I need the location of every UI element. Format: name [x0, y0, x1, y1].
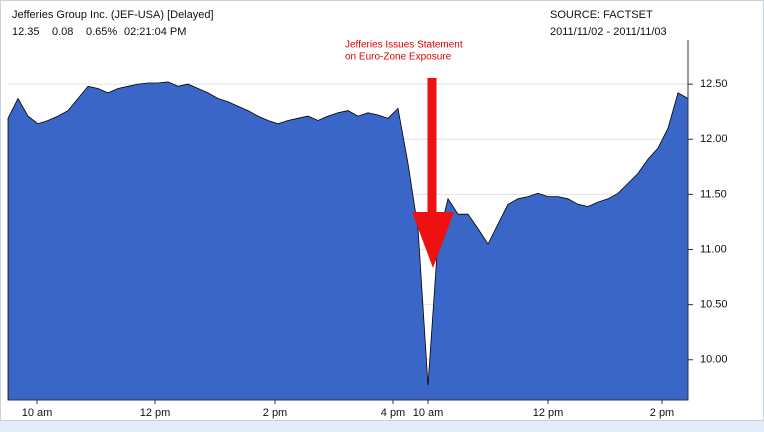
footer-strip	[0, 421, 764, 432]
change-percent: 0.65%	[86, 26, 117, 38]
last-price: 12.35	[12, 26, 40, 38]
annotation: on Euro-Zone Exposure	[345, 52, 452, 63]
x-tick-label: 4 pm	[381, 407, 405, 419]
annotation: Jefferies Issues Statement	[345, 40, 463, 51]
plot: 10.00 10.50 11.00 11.50 12.00 12.50 10 am 12 pm…	[7, 40, 728, 419]
y-tick-label: 10.00	[700, 354, 728, 366]
x-tick-label: 12 pm	[533, 407, 564, 419]
x-tick-label: 2 pm	[263, 407, 287, 419]
y-tick-label: 11.00	[700, 243, 727, 255]
change: 0.08	[52, 26, 73, 38]
arrow-head	[412, 212, 454, 268]
x-tick-label: 10 am	[22, 407, 53, 419]
y-tick-label: 12.00	[700, 133, 728, 145]
x-tick-label: 10 am	[413, 407, 444, 419]
y-tick-label: 10.50	[700, 299, 728, 311]
source: SOURCE: FACTSET	[550, 9, 653, 21]
x-tick-label: 2 pm	[650, 407, 674, 419]
y-tick-label: 12.50	[700, 78, 728, 90]
area	[7, 81, 689, 401]
time: 02:21:04 PM	[124, 26, 186, 38]
x-tick-label: 12 pm	[140, 407, 171, 419]
chart-title: Jefferies Group Inc. (JEF-USA) [Delayed]	[12, 9, 214, 21]
date-range: 2011/11/02 - 2011/11/03	[550, 26, 667, 38]
y-tick-label: 11.50	[700, 188, 727, 200]
